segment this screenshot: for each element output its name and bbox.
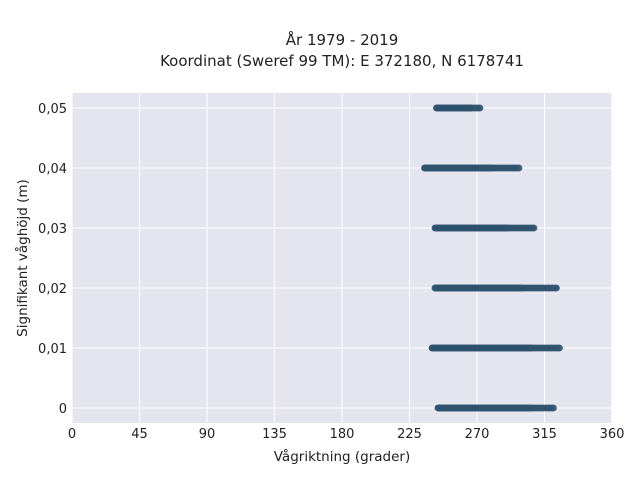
data-point <box>530 224 538 232</box>
y-tick-label: 0,03 <box>38 222 67 237</box>
data-point <box>476 104 484 112</box>
data-point <box>553 284 560 292</box>
x-tick-label: 225 <box>397 427 422 442</box>
data-point <box>421 164 428 172</box>
x-tick-label: 315 <box>532 427 557 442</box>
x-tick-label: 0 <box>68 427 76 442</box>
y-tick-label: 0,01 <box>38 342 67 357</box>
y-tick-label: 0,04 <box>38 162 67 177</box>
x-tick-label: 135 <box>262 427 287 442</box>
y-axis-label: Signifikant våghöjd (m) <box>14 179 31 337</box>
y-tick-label: 0,02 <box>38 282 67 297</box>
chart-title: År 1979 - 2019 <box>286 30 399 49</box>
y-tick-label: 0 <box>59 402 67 417</box>
data-point <box>556 344 563 352</box>
data-point <box>515 164 523 172</box>
scatter-row <box>431 284 560 292</box>
x-axis-label: Vågriktning (grader) <box>274 448 411 465</box>
x-tick-label: 45 <box>131 427 148 442</box>
chart-subtitle: Koordinat (Sweref 99 TM): E 372180, N 61… <box>160 52 524 70</box>
x-tick-label: 90 <box>199 427 216 442</box>
data-point <box>431 284 439 292</box>
data-point <box>428 344 436 352</box>
x-tick-label: 180 <box>330 427 355 442</box>
data-point <box>434 404 442 412</box>
scatter-row <box>421 164 523 172</box>
y-tick-label: 0,05 <box>38 102 67 117</box>
y-tick-labels: 0 0,01 0,02 0,03 0,04 0,05 <box>38 102 67 417</box>
scatter-row <box>428 344 563 352</box>
scatter-row <box>431 224 538 232</box>
data-point <box>431 224 439 232</box>
x-tick-label: 360 <box>600 427 625 442</box>
data-points <box>421 104 563 412</box>
data-point <box>433 104 440 112</box>
scatter-row <box>434 404 557 412</box>
scatter-row <box>433 104 484 112</box>
x-tick-label: 270 <box>465 427 490 442</box>
data-point <box>550 404 557 412</box>
x-tick-labels: 0 45 90 135 180 225 270 315 360 <box>68 427 625 442</box>
